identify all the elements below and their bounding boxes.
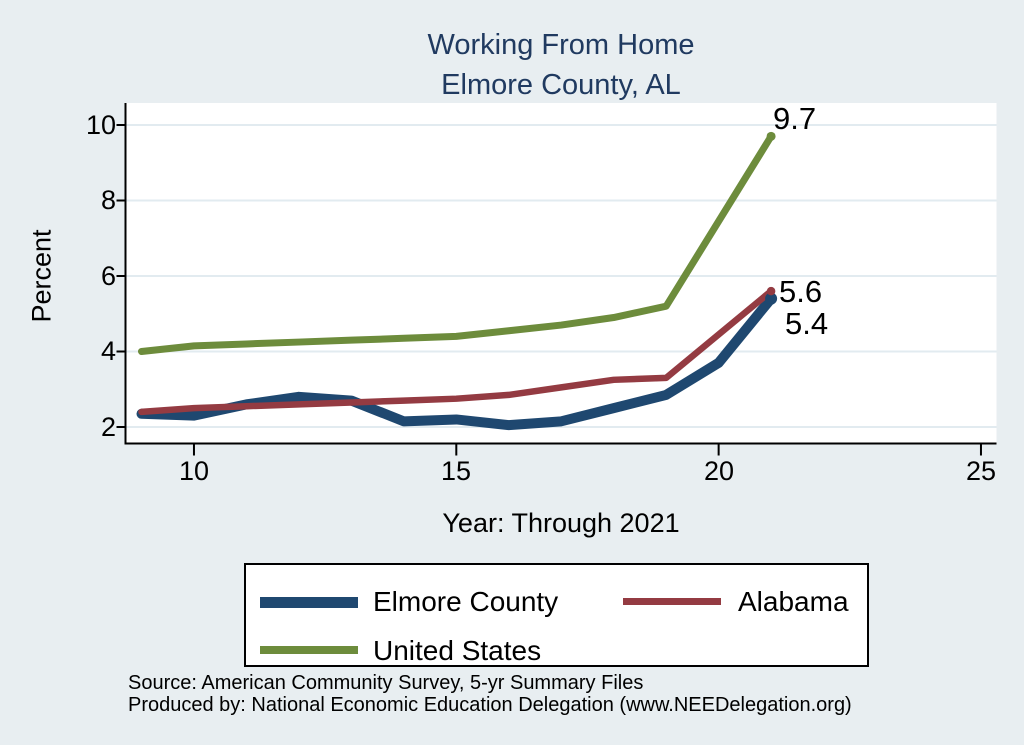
xtick-label-10: 10 [178, 456, 210, 486]
x-axis-title: Year: Through 2021 [442, 508, 680, 538]
legend-swatch-alabama [623, 598, 721, 605]
xtick-label-20: 20 [703, 456, 735, 486]
endpoint-marker-elmore-county [765, 292, 778, 305]
chart-title: Working From Home Elmore County, AL [428, 25, 695, 105]
legend: Elmore County Alabama United States [244, 563, 869, 667]
value-label-united-states: 9.7 [773, 101, 817, 136]
produced-by-note: Produced by: National Economic Education… [128, 694, 852, 716]
legend-swatch-united-states [260, 646, 358, 654]
legend-swatch-elmore-county [260, 597, 358, 608]
ytick-label-6: 6 [100, 261, 116, 291]
legend-label-alabama: Alabama [738, 586, 849, 617]
value-label-alabama: 5.6 [779, 274, 823, 309]
line-alabama [138, 287, 775, 416]
ytick-label-2: 2 [100, 412, 116, 442]
xtick-label-15: 15 [440, 456, 472, 486]
endpoint-marker-alabama [766, 286, 776, 296]
line-united-states [138, 132, 775, 355]
y-axis-title: Percent [26, 229, 57, 323]
ytick-label-8: 8 [100, 185, 116, 215]
endpoint-marker-united-states [766, 131, 776, 141]
chart-title-line1: Working From Home [427, 29, 695, 61]
ytick-label-4: 4 [100, 336, 116, 366]
xtick-label-25: 25 [965, 456, 997, 486]
source-note: Source: American Community Survey, 5-yr … [128, 672, 644, 694]
legend-label-united-states: United States [373, 635, 542, 666]
plot-area [125, 103, 997, 445]
legend-label-elmore-county: Elmore County [373, 586, 559, 617]
ytick-label-10: 10 [85, 110, 116, 140]
chart-title-line2: Elmore County, AL [441, 69, 681, 101]
value-label-elmore-county: 5.4 [785, 306, 829, 341]
